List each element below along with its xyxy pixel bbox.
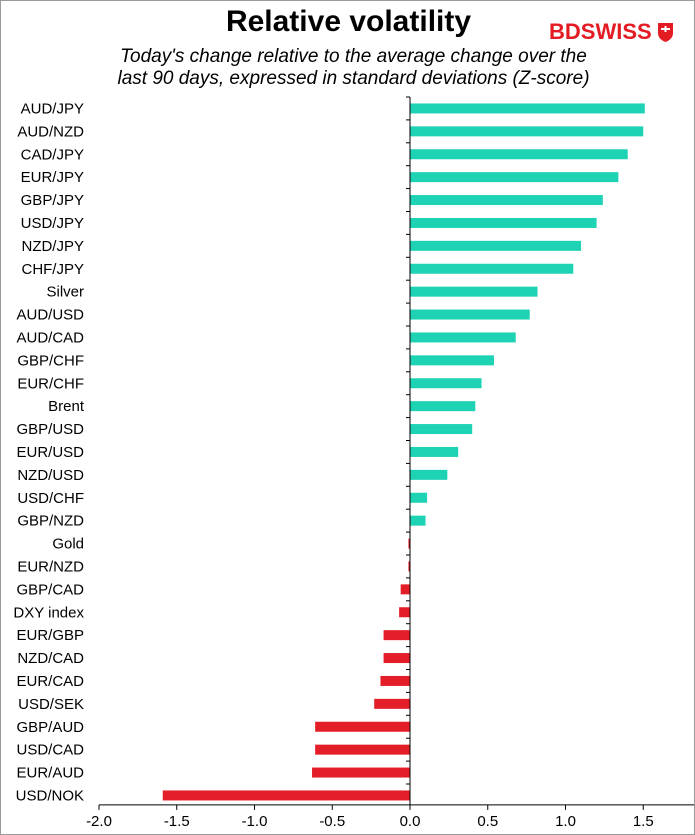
bar-eur-cad <box>380 675 410 686</box>
y-tick-label: AUD/NZD <box>17 123 84 140</box>
bar-eur-usd <box>410 446 459 457</box>
y-tick-label: EUR/CAD <box>16 673 84 690</box>
bdswiss-logo-text: BDSWISS <box>549 19 652 44</box>
y-tick-label: AUD/USD <box>16 307 84 324</box>
y-tick-label: CHF/JPY <box>21 261 84 278</box>
bar-aud-cad <box>410 332 516 343</box>
x-tick-label: -2.0 <box>86 813 112 830</box>
y-tick-label: USD/CAD <box>16 742 84 759</box>
y-tick-label: USD/JPY <box>21 215 84 232</box>
x-tick-label: -0.5 <box>319 813 345 830</box>
y-tick-label: GBP/CAD <box>16 581 84 598</box>
bar-eur-chf <box>410 378 482 389</box>
y-tick-label: NZD/CAD <box>17 650 84 667</box>
y-tick-label: GBP/USD <box>16 421 84 438</box>
y-tick-label: Brent <box>48 398 85 415</box>
bar-aud-usd <box>410 309 530 320</box>
y-tick-label: EUR/CHF <box>17 375 84 392</box>
bar-usd-nok <box>162 790 410 801</box>
y-tick-label: GBP/NZD <box>17 513 84 530</box>
y-tick-label: GBP/CHF <box>17 352 84 369</box>
chart-subtitle-line-1: Today's change relative to the average c… <box>120 46 587 67</box>
y-tick-label: Gold <box>52 536 84 553</box>
bar-brent <box>410 401 476 412</box>
bar-silver <box>410 286 538 297</box>
bar-dxy-index <box>399 607 410 618</box>
y-tick-label: GBP/JPY <box>21 192 84 209</box>
chart-subtitle-line-2: last 90 days, expressed in standard devi… <box>117 68 590 89</box>
x-tick-label: -1.5 <box>164 813 190 830</box>
bar-gbp-usd <box>410 424 473 435</box>
bar-nzd-usd <box>410 469 448 480</box>
y-tick-label: EUR/USD <box>16 444 84 461</box>
x-tick-label: 1.5 <box>633 813 654 830</box>
bar-usd-cad <box>315 744 410 755</box>
y-tick-label: EUR/JPY <box>21 169 84 186</box>
bar-gbp-aud <box>315 721 410 732</box>
x-tick-label: -1.0 <box>242 813 268 830</box>
bar-eur-nzd <box>408 561 410 572</box>
bar-gbp-nzd <box>410 515 426 526</box>
y-tick-label: USD/NOK <box>16 787 84 804</box>
bar-gbp-chf <box>410 355 494 366</box>
y-tick-label: NZD/JPY <box>21 238 84 255</box>
bar-aud-jpy <box>410 103 645 114</box>
y-tick-label: NZD/USD <box>17 467 84 484</box>
bar-gbp-jpy <box>410 195 603 206</box>
y-tick-label: EUR/AUD <box>16 765 84 782</box>
y-tick-label: Silver <box>46 284 84 301</box>
y-tick-label: USD/CHF <box>17 490 84 507</box>
bdswiss-logo: BDSWISS <box>549 19 674 45</box>
y-tick-label: AUD/JPY <box>21 100 84 117</box>
bar-eur-jpy <box>410 172 619 183</box>
y-tick-label: EUR/GBP <box>16 627 84 644</box>
bar-usd-chf <box>410 492 428 503</box>
y-tick-label: AUD/CAD <box>16 329 84 346</box>
y-tick-label: CAD/JPY <box>21 146 84 163</box>
y-tick-label: USD/SEK <box>18 696 84 713</box>
bar-gold <box>408 538 410 549</box>
y-tick-label: DXY index <box>13 604 84 621</box>
bar-usd-jpy <box>410 217 597 228</box>
bar-cad-jpy <box>410 149 628 160</box>
y-tick-label: EUR/NZD <box>17 558 84 575</box>
chart-title: Relative volatility <box>225 5 472 38</box>
x-tick-label: 0.5 <box>477 813 498 830</box>
logo-shield-icon <box>658 23 673 42</box>
bar-nzd-jpy <box>410 240 582 251</box>
bar-nzd-cad <box>383 653 410 664</box>
y-tick-label: GBP/AUD <box>16 719 84 736</box>
bar-usd-sek <box>374 698 410 709</box>
bar-gbp-cad <box>400 584 410 595</box>
bar-eur-gbp <box>383 630 410 641</box>
x-tick-label: 0.0 <box>400 813 421 830</box>
bar-eur-aud <box>312 767 410 778</box>
bar-chf-jpy <box>410 263 574 274</box>
bar-aud-nzd <box>410 126 644 137</box>
x-tick-label: 1.0 <box>555 813 576 830</box>
